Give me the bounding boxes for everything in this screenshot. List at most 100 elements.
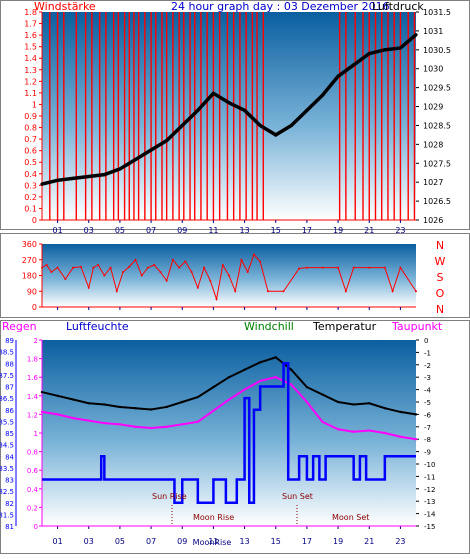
- temp-tick-label: -10: [424, 461, 435, 469]
- wind-tick-label: 1.2: [24, 77, 37, 86]
- humidity-tick-label: 88: [5, 360, 14, 368]
- top-x-tick-label: 23: [395, 226, 405, 235]
- humidity-tick-label: 84: [5, 453, 14, 461]
- pressure-tick-label: 1027.5: [423, 159, 451, 168]
- direction-point: [165, 279, 168, 282]
- compass-label: W: [435, 255, 446, 268]
- pressure-point: [196, 108, 200, 112]
- direction-point: [109, 266, 112, 269]
- temperature-point: [414, 413, 418, 416]
- pressure-point: [336, 74, 340, 78]
- direction-point: [45, 264, 48, 266]
- pressure-point: [320, 93, 325, 97]
- humidity-tick-label: 83: [5, 477, 14, 485]
- temperature-point: [321, 393, 324, 396]
- wind-tick-label: 0.5: [24, 158, 37, 167]
- top-left-label: Windstärke: [34, 0, 96, 13]
- temperature-point: [196, 395, 200, 399]
- sun-set-label: Sun Set: [282, 492, 313, 501]
- temp-tick-label: -6: [424, 411, 432, 419]
- direction-point: [56, 266, 59, 269]
- pressure-tick-label: 1030: [423, 65, 443, 74]
- dewpoint-point: [40, 410, 44, 414]
- direction-point: [321, 266, 324, 269]
- compass-label: N: [436, 239, 444, 252]
- humidity-tick-label: 86.5: [0, 395, 14, 403]
- dewpoint-point: [56, 413, 59, 416]
- pressure-point: [414, 33, 418, 37]
- pressure-point: [289, 123, 293, 128]
- top-x-tick-label: 07: [146, 226, 156, 235]
- direction-point: [240, 258, 243, 261]
- pressure-point: [383, 48, 387, 52]
- humidity-tick-label: 88.5: [0, 349, 14, 357]
- temp-tick-label: -15: [424, 523, 435, 531]
- moon-rise-label: Moon Rise: [193, 513, 234, 522]
- pressure-point: [87, 174, 91, 179]
- temp-tick-label: -12: [424, 486, 435, 494]
- temperature-point: [399, 410, 402, 414]
- dewpoint-point: [305, 400, 309, 404]
- pressure-tick-label: 1029: [423, 103, 443, 112]
- bottom-x-tick-label: 01: [52, 537, 62, 546]
- bottom-x-tick-label: 09: [177, 537, 187, 546]
- humidity-tick-label: 86: [5, 407, 14, 415]
- wind-tick-label: 1.8: [24, 8, 37, 17]
- direction-point: [305, 266, 308, 269]
- direction-point: [87, 286, 90, 289]
- temperature-point: [103, 403, 106, 406]
- temperature-point: [165, 405, 168, 409]
- direction-point: [266, 290, 269, 293]
- rain-tick-label: 0: [34, 523, 38, 531]
- top-x-tick-label: 17: [302, 226, 312, 235]
- direction-point: [209, 279, 212, 282]
- top-x-tick-label: 21: [364, 226, 374, 235]
- temperature-point: [227, 376, 231, 379]
- direction-point: [399, 266, 402, 269]
- temperature-point: [290, 368, 293, 371]
- temperature-point: [336, 400, 340, 404]
- pressure-point: [133, 157, 138, 162]
- humidity-tick-label: 82: [5, 500, 14, 508]
- pressure-point: [352, 63, 356, 67]
- direction-point: [50, 271, 53, 273]
- dewpoint-point: [368, 429, 371, 432]
- sun-rise-label: Sun Rise: [152, 492, 187, 501]
- pressure-tick-label: 1028: [423, 140, 443, 149]
- direction-point: [298, 267, 301, 270]
- direction-point: [259, 260, 262, 263]
- bottom-x-tick-label: 15: [271, 537, 281, 546]
- wind-tick-label: 0: [32, 216, 37, 225]
- wind-tick-label: 0.3: [24, 181, 37, 190]
- direction-point: [337, 266, 340, 269]
- pressure-point: [55, 178, 60, 182]
- wind-tick-label: 1.1: [24, 89, 37, 98]
- dewpoint-point: [243, 388, 246, 391]
- direction-point: [282, 290, 285, 293]
- top-x-tick-label: 01: [52, 226, 62, 235]
- direction-point: [221, 264, 224, 266]
- pressure-point: [227, 101, 231, 105]
- direction-point: [190, 271, 193, 273]
- humidity-tick-label: 82.5: [0, 488, 14, 496]
- temperature-point: [87, 402, 90, 405]
- dewpoint-point: [274, 376, 277, 379]
- rain-tick-label: 0.8: [27, 449, 38, 457]
- pressure-point: [274, 133, 278, 137]
- bottom-plot-area: [42, 340, 416, 526]
- direction-point: [234, 290, 237, 293]
- humidity-tick-label: 83.5: [0, 465, 14, 473]
- rain-tick-label: 0.6: [27, 467, 39, 475]
- temp-tick-label: -9: [424, 449, 431, 457]
- top-x-tick-label: 13: [239, 226, 249, 235]
- pressure-tick-label: 1031: [423, 27, 443, 36]
- direction-point: [115, 290, 118, 293]
- temp-tick-label: -14: [424, 511, 436, 519]
- temperature-point: [40, 390, 44, 394]
- moonrise-x-label: MoonRise: [193, 538, 232, 547]
- label-regen: Regen: [2, 320, 37, 333]
- direction-tick-label: 90: [27, 287, 37, 296]
- wind-tick-label: 1.6: [24, 31, 37, 40]
- temperature-point: [352, 403, 355, 406]
- temp-tick-label: -7: [424, 424, 431, 432]
